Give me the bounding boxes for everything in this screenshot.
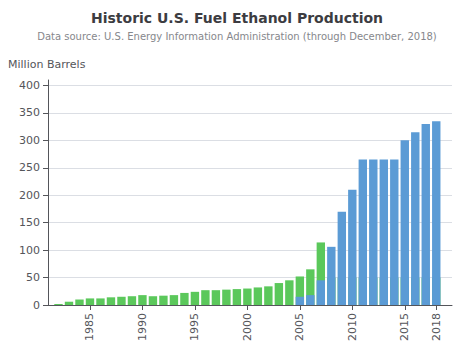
svg-text:250: 250 (19, 161, 40, 174)
svg-text:300: 300 (19, 134, 40, 147)
svg-text:1985: 1985 (83, 313, 96, 341)
svg-text:2005: 2005 (293, 313, 306, 341)
svg-text:0: 0 (33, 299, 40, 312)
svg-text:1990: 1990 (136, 313, 149, 341)
svg-text:2010: 2010 (346, 313, 359, 341)
svg-text:100: 100 (19, 244, 40, 257)
svg-text:2018: 2018 (430, 313, 443, 341)
svg-text:150: 150 (19, 216, 40, 229)
svg-text:1995: 1995 (188, 313, 201, 341)
svg-text:350: 350 (19, 106, 40, 119)
svg-text:50: 50 (26, 271, 40, 284)
svg-text:2015: 2015 (398, 313, 411, 341)
svg-text:Million Barrels: Million Barrels (8, 58, 86, 71)
svg-text:200: 200 (19, 189, 40, 202)
svg-text:Historic U.S. Fuel Ethanol Pro: Historic U.S. Fuel Ethanol Production (91, 10, 383, 26)
svg-text:Data source: U.S. Energy Infor: Data source: U.S. Energy Information Adm… (37, 31, 437, 42)
svg-text:400: 400 (19, 79, 40, 92)
svg-text:2000: 2000 (241, 313, 254, 341)
